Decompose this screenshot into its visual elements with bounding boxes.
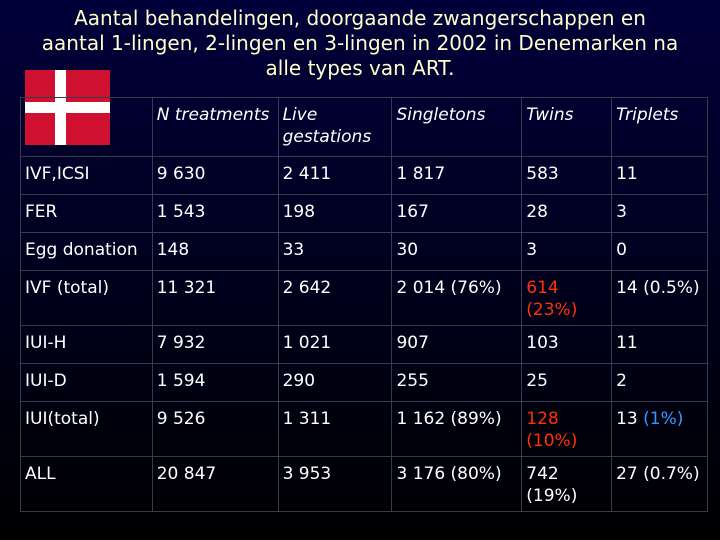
table-cell: 742 (19%) bbox=[521, 456, 613, 512]
table-cell: 148 bbox=[151, 232, 279, 271]
table-cell: 11 bbox=[611, 156, 708, 195]
table-cell: 1 817 bbox=[391, 156, 523, 195]
header-cell: Singletons bbox=[391, 97, 523, 157]
table-cell: 9 630 bbox=[151, 156, 279, 195]
table-cell: 103 bbox=[521, 325, 613, 364]
header-cell: Triplets bbox=[611, 97, 708, 157]
table-row: IUI(total) 9 526 1 311 1 162 (89%) 128 (10%)… bbox=[20, 401, 708, 457]
table-cell: 290 bbox=[277, 363, 393, 402]
table-cell: 3 953 bbox=[277, 456, 393, 512]
table-cell: 1 162 (89%) bbox=[391, 401, 523, 457]
table-cell: 13 (1%) bbox=[611, 401, 708, 457]
table-cell: 907 bbox=[391, 325, 523, 364]
table-cell: 167 bbox=[391, 194, 523, 233]
table-cell: 128 (10%) bbox=[521, 401, 613, 457]
table-cell: 25 bbox=[521, 363, 613, 402]
table-cell: 583 bbox=[521, 156, 613, 195]
table-cell: 1 543 bbox=[151, 194, 279, 233]
header-cell: Live gestations bbox=[277, 97, 393, 157]
table-row: IUI-D 1 594 290 255 25 2 bbox=[20, 363, 708, 402]
table-cell: 14 (0.5%) bbox=[611, 270, 708, 326]
corner-cell bbox=[20, 97, 153, 157]
table-cell: 33 bbox=[277, 232, 393, 271]
data-table: N treatments Live gestations Singletons Twi… bbox=[20, 97, 708, 512]
table-cell: 20 847 bbox=[151, 456, 279, 512]
table-row: ALL 20 847 3 953 3 176 (80%) 742 (19%) 27 (0.… bbox=[20, 456, 708, 512]
cell-text: 128 (10%) bbox=[526, 409, 578, 451]
table-cell: 2 411 bbox=[277, 156, 393, 195]
table-cell: 3 bbox=[611, 194, 708, 233]
table-cell: 9 526 bbox=[151, 401, 279, 457]
table-cell: 0 bbox=[611, 232, 708, 271]
table-row: Egg donation 148 33 30 3 0 bbox=[20, 232, 708, 271]
table-cell: 11 bbox=[611, 325, 708, 364]
cell-text: 614 (23%) bbox=[526, 278, 578, 320]
table-cell: 2 bbox=[611, 363, 708, 402]
table-cell: 614 (23%) bbox=[521, 270, 613, 326]
table-cell: 2 014 (76%) bbox=[391, 270, 523, 326]
table-cell: 28 bbox=[521, 194, 613, 233]
table-row: FER 1 543 198 167 28 3 bbox=[20, 194, 708, 233]
row-label: IVF (total) bbox=[20, 270, 153, 326]
row-label: IUI(total) bbox=[20, 401, 153, 457]
table-row: IVF,ICSI 9 630 2 411 1 817 583 11 bbox=[20, 156, 708, 195]
table-cell: 3 176 (80%) bbox=[391, 456, 523, 512]
header-cell: Twins bbox=[521, 97, 613, 157]
row-label: ALL bbox=[20, 456, 153, 512]
table-cell: 2 642 bbox=[277, 270, 393, 326]
slide-title: Aantal behandelingen, doorgaande zwanger… bbox=[41, 6, 679, 80]
row-label: IUI-H bbox=[20, 325, 153, 364]
header-cell: N treatments bbox=[151, 97, 279, 157]
row-label: Egg donation bbox=[20, 232, 153, 271]
table-cell: 7 932 bbox=[151, 325, 279, 364]
row-label: IUI-D bbox=[20, 363, 153, 402]
cell-text: 13 bbox=[616, 409, 638, 429]
row-label: FER bbox=[20, 194, 153, 233]
header-row: N treatments Live gestations Singletons Twi… bbox=[20, 97, 708, 157]
table-cell: 1 594 bbox=[151, 363, 279, 402]
table-cell: 1 021 bbox=[277, 325, 393, 364]
table-cell: 11 321 bbox=[151, 270, 279, 326]
table-cell: 255 bbox=[391, 363, 523, 402]
table-cell: 1 311 bbox=[277, 401, 393, 457]
table-cell: 30 bbox=[391, 232, 523, 271]
row-label: IVF,ICSI bbox=[20, 156, 153, 195]
table-row: IUI-H 7 932 1 021 907 103 11 bbox=[20, 325, 708, 364]
table-row: IVF (total) 11 321 2 642 2 014 (76%) 614 (23… bbox=[20, 270, 708, 326]
cell-text: (1%) bbox=[643, 409, 684, 429]
table-cell: 3 bbox=[521, 232, 613, 271]
table-cell: 198 bbox=[277, 194, 393, 233]
table-cell: 27 (0.7%) bbox=[611, 456, 708, 512]
